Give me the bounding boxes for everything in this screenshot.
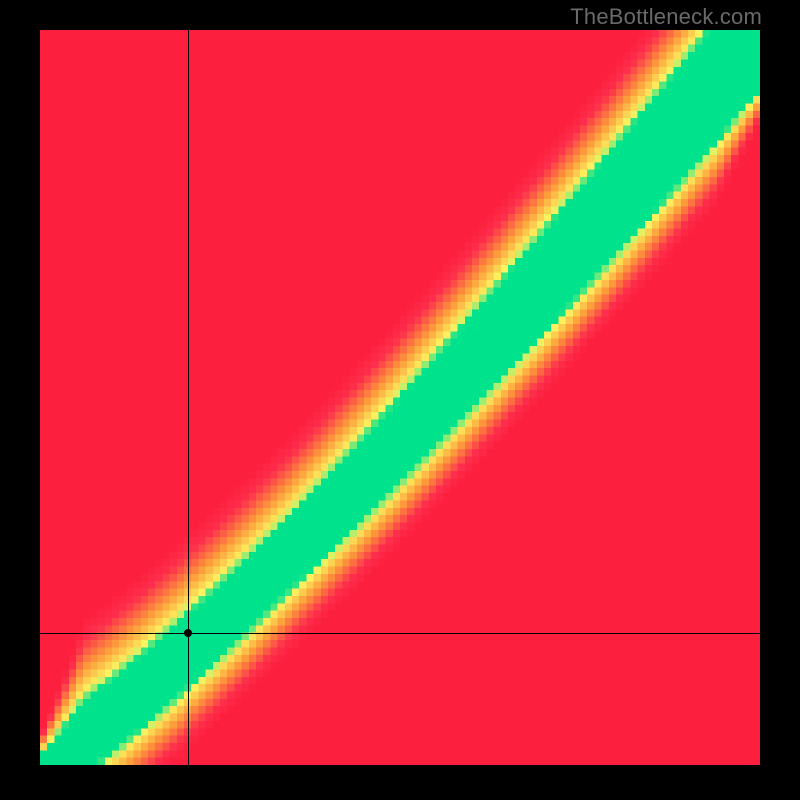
- heatmap-canvas: [40, 30, 760, 765]
- watermark-text: TheBottleneck.com: [570, 4, 762, 30]
- crosshair-horizontal: [40, 633, 760, 634]
- crosshair-vertical: [188, 30, 189, 765]
- crosshair-marker-dot: [184, 629, 192, 637]
- heatmap-plot: [40, 30, 760, 765]
